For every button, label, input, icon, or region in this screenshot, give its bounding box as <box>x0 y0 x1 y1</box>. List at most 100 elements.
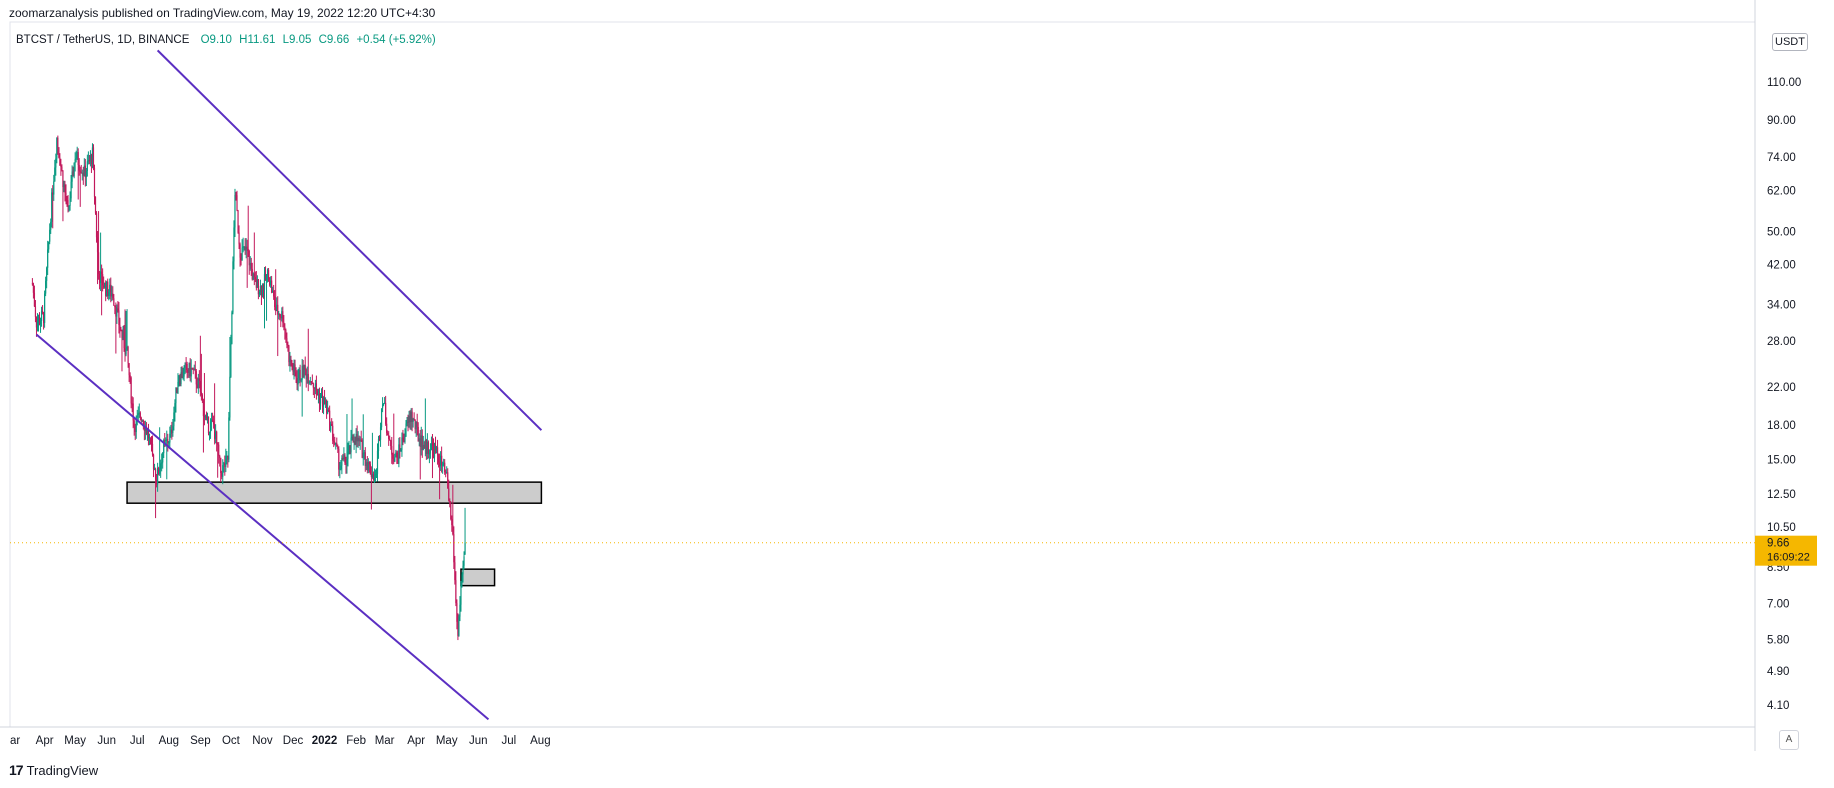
auto-scale-button[interactable]: A <box>1779 730 1799 750</box>
candle-body <box>408 415 410 423</box>
candle-body <box>358 437 360 442</box>
x-tick-label: Jul <box>130 735 145 747</box>
candle-body <box>53 181 55 195</box>
candle-body <box>444 462 446 473</box>
candle-body <box>224 462 226 467</box>
candle-body <box>410 411 412 423</box>
x-tick-label: May <box>64 735 86 747</box>
candle-body <box>237 210 239 233</box>
candle-body <box>386 423 388 434</box>
candle-body <box>286 338 288 345</box>
candle-body <box>49 229 51 242</box>
candle-body <box>179 380 181 384</box>
candle-body <box>112 293 114 299</box>
candle-body <box>215 431 217 439</box>
candle-body <box>396 452 398 458</box>
y-tick-label: 22.00 <box>1767 382 1796 394</box>
unit-button[interactable]: USDT <box>1772 33 1808 51</box>
brand-name: TradingView <box>26 762 99 778</box>
candle-body <box>118 310 120 326</box>
candle-body <box>72 171 74 177</box>
candle-body <box>330 423 332 431</box>
last-price-marker: 9.66 16:09:22 <box>10 535 1817 566</box>
candle-body <box>44 293 46 323</box>
y-tick-label: 12.50 <box>1767 489 1796 501</box>
candle-body <box>92 147 95 168</box>
candle-body <box>452 525 454 535</box>
candle-body <box>293 364 295 373</box>
candle-body <box>149 437 152 439</box>
candle-body <box>347 451 349 459</box>
candle-body <box>287 344 289 347</box>
candle-body <box>260 285 263 296</box>
candle-body <box>205 416 208 418</box>
candle-body <box>436 447 439 456</box>
x-tick-label: Apr <box>407 735 425 747</box>
candle-body <box>77 152 79 166</box>
candle-body <box>385 402 387 424</box>
candle-body <box>423 444 425 449</box>
candle-body <box>372 473 375 481</box>
candle-body <box>353 440 355 442</box>
chart-grid <box>9 21 1756 728</box>
candle-body <box>449 500 451 504</box>
candle-body <box>252 273 254 280</box>
candle-body <box>134 426 136 433</box>
candle-body <box>362 452 364 458</box>
candle-body <box>68 205 70 207</box>
candle-body <box>345 462 347 465</box>
candle-body <box>435 447 438 451</box>
candle-body <box>182 376 184 378</box>
candle-body <box>268 281 271 285</box>
y-tick-label: 42.00 <box>1767 259 1796 271</box>
candle-body <box>60 165 62 167</box>
candle-body <box>273 290 275 297</box>
candle-body <box>417 426 419 442</box>
candle-body <box>292 366 294 373</box>
y-tick-label: 15.00 <box>1767 454 1796 466</box>
candle-body <box>90 155 93 165</box>
candle-body <box>190 367 192 377</box>
x-tick-label: Apr <box>36 735 54 747</box>
candle-body <box>213 420 215 425</box>
candle-body <box>162 453 164 463</box>
candle-body <box>441 455 443 465</box>
candle-body <box>272 290 274 293</box>
candle-body <box>455 580 457 604</box>
candle-body <box>135 417 137 433</box>
candle-body <box>35 316 38 328</box>
candle-body <box>47 249 49 268</box>
candle-body <box>41 311 44 313</box>
candle-body <box>175 387 177 404</box>
candle-body <box>166 439 168 441</box>
x-tick-label: Sep <box>190 735 210 747</box>
candle-body <box>433 444 436 458</box>
candle-body <box>84 165 86 178</box>
candle-body <box>422 444 424 450</box>
candle-body <box>437 455 440 463</box>
candle-body <box>88 160 91 162</box>
candle-body <box>101 271 103 275</box>
candle-body <box>383 403 385 405</box>
candle-body <box>127 346 129 364</box>
candle-body <box>93 167 96 197</box>
candle-body <box>416 421 418 427</box>
candle-body <box>71 171 73 182</box>
candle-body <box>196 384 198 389</box>
time-axis: ar Apr May Jun Jul Aug Sep Oct Nov Dec 2022 Feb Mar A… <box>0 726 1755 747</box>
candle-body <box>247 248 249 251</box>
candle-body <box>446 472 448 474</box>
candle-body <box>420 435 422 447</box>
candle-body <box>463 556 465 566</box>
candle-body <box>299 369 301 381</box>
candle-body <box>113 298 115 306</box>
candle-body <box>321 395 324 407</box>
candle-body <box>119 325 121 331</box>
candle-body <box>277 304 279 315</box>
candle-body <box>223 462 225 466</box>
symbol-label[interactable]: BTCST / TetherUS, 1D, BINANCE <box>16 34 190 46</box>
candle-body <box>228 417 230 460</box>
candle-body <box>373 477 376 481</box>
candle-body <box>34 306 37 317</box>
